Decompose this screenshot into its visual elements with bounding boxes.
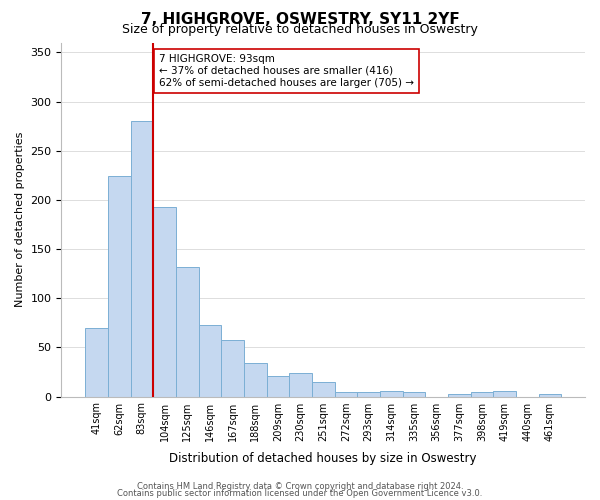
Bar <box>380 390 403 396</box>
Bar <box>85 328 108 396</box>
Bar <box>403 392 425 396</box>
Text: Contains HM Land Registry data © Crown copyright and database right 2024.: Contains HM Land Registry data © Crown c… <box>137 482 463 491</box>
Bar <box>153 206 176 396</box>
Bar <box>470 392 493 396</box>
Bar <box>244 363 266 396</box>
Text: Contains public sector information licensed under the Open Government Licence v3: Contains public sector information licen… <box>118 488 482 498</box>
Bar <box>131 121 153 396</box>
Bar <box>448 394 470 396</box>
Bar <box>266 376 289 396</box>
Bar <box>176 266 199 396</box>
X-axis label: Distribution of detached houses by size in Oswestry: Distribution of detached houses by size … <box>169 452 477 465</box>
Bar <box>221 340 244 396</box>
Bar <box>108 176 131 396</box>
Y-axis label: Number of detached properties: Number of detached properties <box>15 132 25 307</box>
Text: Size of property relative to detached houses in Oswestry: Size of property relative to detached ho… <box>122 22 478 36</box>
Bar <box>312 382 335 396</box>
Bar <box>493 390 516 396</box>
Bar <box>357 392 380 396</box>
Bar <box>539 394 561 396</box>
Bar <box>335 392 357 396</box>
Text: 7 HIGHGROVE: 93sqm
← 37% of detached houses are smaller (416)
62% of semi-detach: 7 HIGHGROVE: 93sqm ← 37% of detached hou… <box>159 54 414 88</box>
Text: 7, HIGHGROVE, OSWESTRY, SY11 2YF: 7, HIGHGROVE, OSWESTRY, SY11 2YF <box>140 12 460 28</box>
Bar <box>289 373 312 396</box>
Bar <box>199 324 221 396</box>
